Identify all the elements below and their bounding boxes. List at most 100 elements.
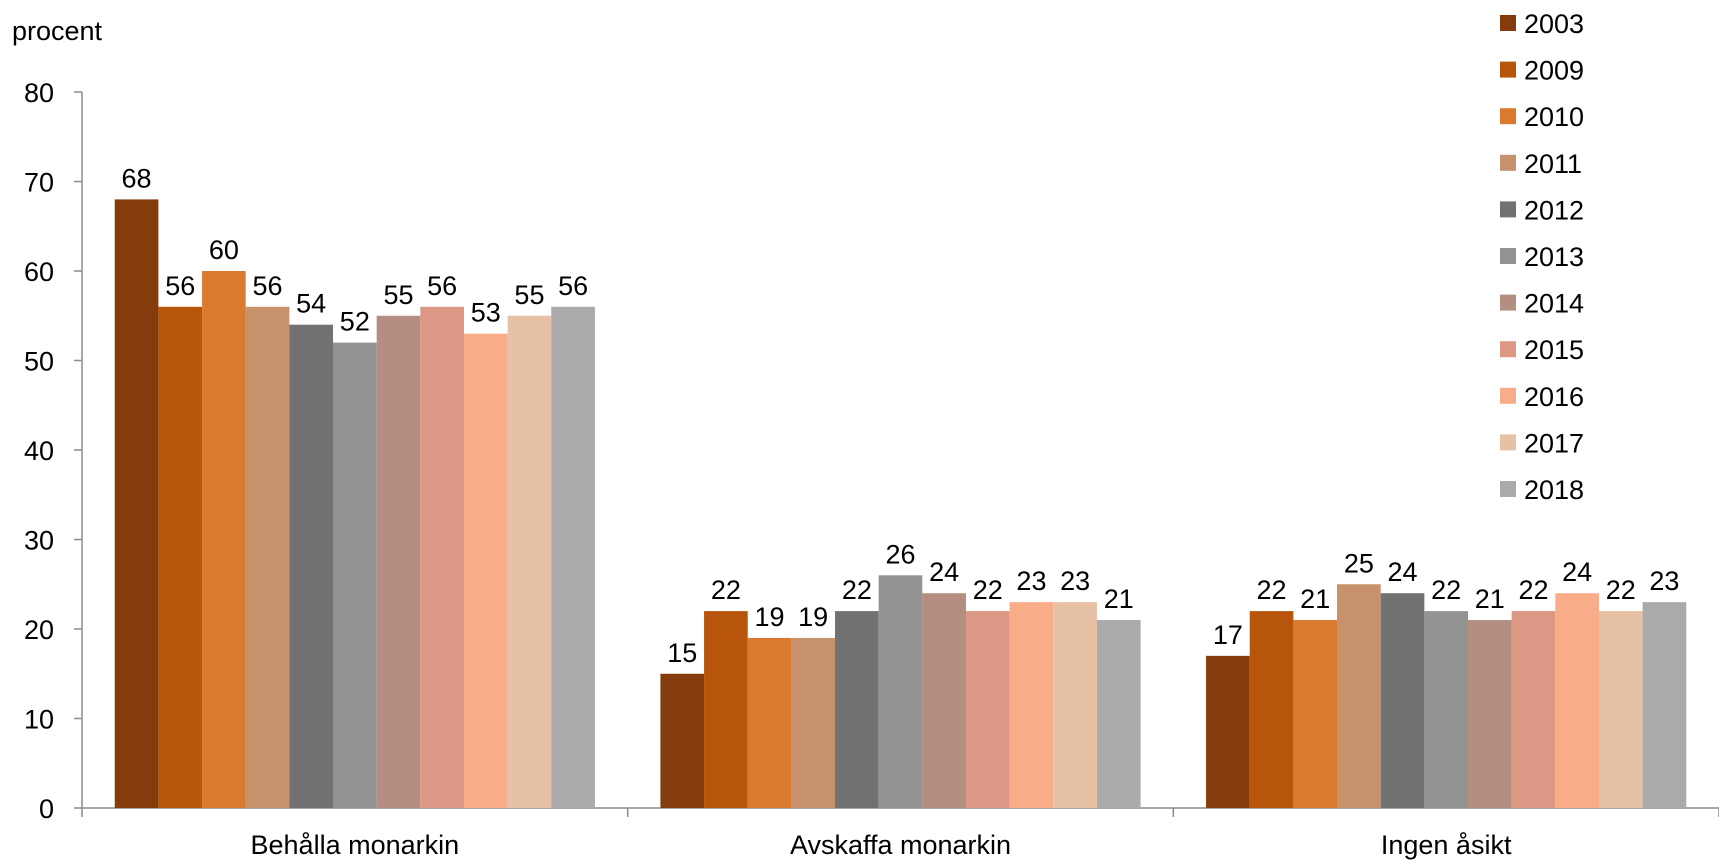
bar xyxy=(704,611,748,808)
bar xyxy=(965,611,1010,808)
legend-label: 2003 xyxy=(1524,9,1584,39)
legend-swatch xyxy=(1500,294,1516,311)
y-tick-label: 30 xyxy=(24,526,54,556)
data-label: 25 xyxy=(1344,548,1374,578)
data-label: 23 xyxy=(1060,566,1090,596)
bar xyxy=(835,611,879,808)
bar xyxy=(1642,602,1687,808)
bar xyxy=(202,271,246,808)
bar xyxy=(1424,611,1468,808)
data-label: 23 xyxy=(1016,566,1046,596)
bar xyxy=(1206,655,1250,808)
bars xyxy=(114,199,1687,808)
y-axis-title: procent xyxy=(12,16,103,46)
legend-swatch xyxy=(1500,201,1516,218)
bar xyxy=(333,342,377,808)
data-label: 15 xyxy=(667,638,697,668)
data-label: 22 xyxy=(1518,575,1548,605)
legend-swatch xyxy=(1500,434,1516,451)
data-label: 23 xyxy=(1649,566,1679,596)
data-label: 56 xyxy=(165,271,195,301)
legend-swatch xyxy=(1500,15,1516,31)
y-tick-label: 0 xyxy=(39,794,54,824)
data-labels: 68 15 17 56 22 22 60 19 21 56 19 25 54 22 24 52 26 22 55 24… xyxy=(122,163,1680,667)
legend: 2003 2009 2010 2011 2012 2013 2014 2015 2016 2017… xyxy=(1500,9,1584,505)
bar xyxy=(420,306,464,808)
legend-label: 2015 xyxy=(1524,335,1584,365)
category-label: Behålla monarkin xyxy=(251,830,460,860)
legend-swatch xyxy=(1500,341,1516,358)
bar xyxy=(158,306,203,808)
data-label: 56 xyxy=(427,271,457,301)
y-tick-label: 70 xyxy=(24,168,54,198)
bar xyxy=(922,593,966,808)
legend-swatch xyxy=(1500,61,1516,78)
data-label: 52 xyxy=(340,307,370,337)
bar xyxy=(507,315,552,808)
bar xyxy=(551,306,595,808)
legend-swatch xyxy=(1500,387,1516,404)
bar xyxy=(1009,602,1054,808)
bar xyxy=(1511,611,1556,808)
data-label: 21 xyxy=(1104,584,1134,614)
data-label: 26 xyxy=(885,539,915,569)
data-label: 24 xyxy=(1387,557,1417,587)
y-tick-label: 10 xyxy=(24,705,54,735)
data-label: 24 xyxy=(929,557,959,587)
data-label: 22 xyxy=(1606,575,1636,605)
legend-label: 2013 xyxy=(1524,242,1584,272)
bar xyxy=(1380,593,1425,808)
data-label: 22 xyxy=(842,575,872,605)
legend-swatch xyxy=(1500,481,1516,497)
bar xyxy=(289,324,334,808)
data-label: 22 xyxy=(973,575,1003,605)
data-label: 68 xyxy=(122,163,152,193)
category-label: Avskaffa monarkin xyxy=(790,830,1011,860)
y-tick-label: 40 xyxy=(24,436,54,466)
bar xyxy=(1337,584,1381,808)
legend-label: 2012 xyxy=(1524,195,1584,225)
legend-label: 2010 xyxy=(1524,102,1584,132)
bar xyxy=(245,306,290,808)
data-label: 56 xyxy=(253,271,283,301)
legend-label: 2017 xyxy=(1524,428,1584,458)
bar xyxy=(1467,620,1512,808)
legend-label: 2009 xyxy=(1524,56,1584,86)
category-label: Ingen åsikt xyxy=(1381,830,1512,860)
bar xyxy=(1053,602,1097,808)
legend-swatch xyxy=(1500,108,1516,125)
data-label: 22 xyxy=(711,575,741,605)
y-tick-label: 20 xyxy=(24,615,54,645)
data-label: 19 xyxy=(798,602,828,632)
bar xyxy=(791,637,836,808)
data-label: 24 xyxy=(1562,557,1592,587)
data-label: 54 xyxy=(296,289,326,319)
data-label: 56 xyxy=(558,271,588,301)
data-label: 22 xyxy=(1431,575,1461,605)
data-label: 19 xyxy=(755,602,785,632)
bar xyxy=(376,315,421,808)
bar xyxy=(1598,611,1643,808)
y-tick-label: 80 xyxy=(24,78,54,108)
data-label: 60 xyxy=(209,235,239,265)
data-label: 55 xyxy=(514,280,544,310)
bar xyxy=(1096,620,1141,808)
y-tick-label: 60 xyxy=(24,257,54,287)
legend-swatch xyxy=(1500,248,1516,264)
y-axis: 0 10 20 30 40 50 60 70 80 xyxy=(24,78,83,824)
bar xyxy=(747,637,792,808)
data-label: 55 xyxy=(383,280,413,310)
legend-swatch xyxy=(1500,154,1516,171)
legend-label: 2016 xyxy=(1524,382,1584,412)
legend-label: 2011 xyxy=(1524,149,1582,179)
bar xyxy=(878,575,923,808)
bar xyxy=(660,673,705,808)
legend-label: 2014 xyxy=(1524,289,1584,319)
legend-label: 2018 xyxy=(1524,475,1584,505)
bar xyxy=(1555,593,1599,808)
data-label: 21 xyxy=(1475,584,1505,614)
data-label: 17 xyxy=(1213,620,1243,650)
data-label: 53 xyxy=(471,298,501,328)
data-label: 21 xyxy=(1300,584,1330,614)
